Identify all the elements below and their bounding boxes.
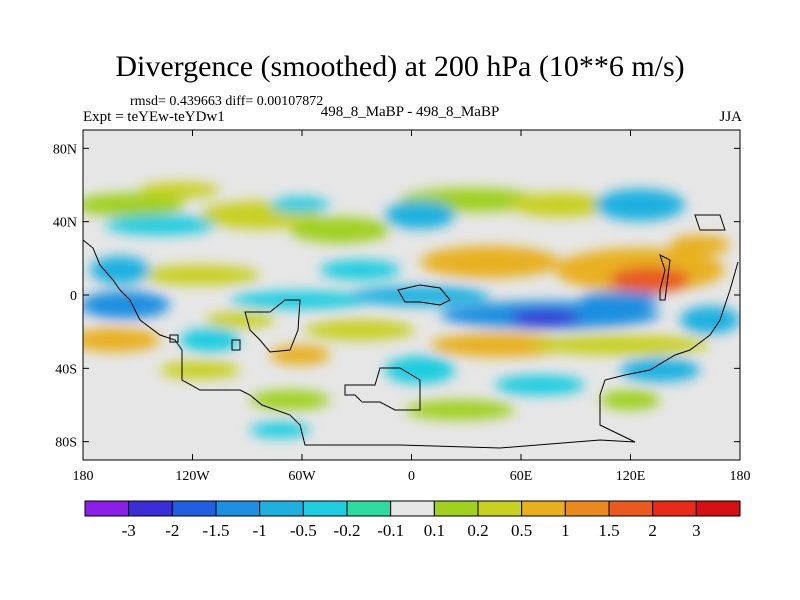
- x-tick-label: 120E: [616, 469, 646, 484]
- colorbar-label: 0.5: [511, 521, 532, 540]
- axes: 180 120W 60W 0 60E 120E 180 80N 40N 0 40S 80S: [53, 130, 751, 484]
- colorbar-label: -1.5: [203, 521, 230, 540]
- colorbar-label: 1: [561, 521, 570, 540]
- colorbar-label: 0.2: [467, 521, 488, 540]
- y-tick-label: 40N: [53, 216, 77, 231]
- colorbar-label: 3: [692, 521, 701, 540]
- case-label: 498_8_MaBP - 498_8_MaBP: [320, 104, 500, 120]
- x-tick-label: 60W: [288, 469, 316, 484]
- colorbar-swatch: [608, 500, 654, 517]
- colorbar-label: -0.1: [377, 521, 404, 540]
- x-tick-label: 0: [408, 469, 415, 484]
- colorbar-label: -2: [165, 521, 179, 540]
- colorbar-swatch: [695, 500, 741, 517]
- y-tick-label: 80S: [55, 436, 77, 451]
- colorbar-swatch: [259, 500, 304, 517]
- colorbar-swatch: [477, 500, 523, 517]
- y-tick-label: 80N: [53, 142, 77, 157]
- x-tick-label: 180: [730, 469, 751, 484]
- colorbar-swatch: [521, 500, 566, 517]
- colorbar-swatch: [433, 500, 479, 517]
- colorbar-swatch: [84, 500, 130, 517]
- colorbar-label: -1: [253, 521, 267, 540]
- colorbar-swatch: [390, 500, 435, 517]
- season-label: JJA: [719, 109, 742, 125]
- x-tick-label: 60E: [510, 469, 533, 484]
- colorbar: -3 -2 -1.5 -1 -0.5 -0.2 -0.1 0.1 0.2 0.5 1 1.5 2 3: [84, 500, 741, 540]
- colorbar-label: -0.5: [290, 521, 317, 540]
- colorbar-swatch: [652, 500, 697, 517]
- colorbar-label: -3: [122, 521, 136, 540]
- y-tick-label: 40S: [55, 362, 77, 377]
- y-tick-label: 0: [70, 289, 77, 304]
- stats-line: rmsd= 0.439663 diff= 0.00107872: [130, 94, 324, 109]
- colorbar-swatch: [215, 500, 261, 517]
- divergence-field: [83, 182, 740, 438]
- chart-title: Divergence (smoothed) at 200 hPa (10**6 …: [115, 50, 685, 83]
- coastlines: [83, 214, 739, 449]
- x-tick-label: 120W: [175, 469, 210, 484]
- colorbar-swatch: [346, 500, 392, 517]
- colorbar-label: -0.2: [334, 521, 361, 540]
- colorbar-swatch: [302, 500, 348, 517]
- colorbar-swatch: [564, 500, 610, 517]
- x-tick-label: 180: [73, 469, 94, 484]
- colorbar-swatch: [128, 500, 173, 517]
- colorbar-label: 2: [648, 521, 657, 540]
- colorbar-label: 1.5: [598, 521, 619, 540]
- experiment-label: Expt = teYEw-teYDw1: [83, 109, 225, 125]
- colorbar-swatch: [171, 500, 217, 517]
- colorbar-label: 0.1: [424, 521, 445, 540]
